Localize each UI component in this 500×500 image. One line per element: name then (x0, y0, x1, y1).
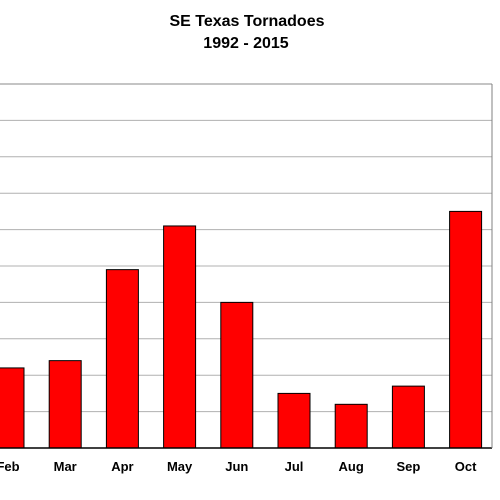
x-tick-label: May (167, 459, 193, 474)
bar-apr (105, 269, 139, 449)
bar-oct (449, 210, 483, 449)
gridlines (0, 83, 492, 413)
x-tick-label: Jul (285, 459, 304, 474)
x-tick-label: Sep (396, 459, 420, 474)
bar-sep (391, 385, 425, 449)
chart-title: SE Texas Tornadoes (169, 13, 325, 30)
bar-aug (334, 403, 368, 449)
chart-subtitle: 1992 - 2015 (203, 35, 289, 52)
bar-jul (277, 392, 311, 449)
x-tick-label: Aug (339, 459, 364, 474)
x-tick-label: Feb (0, 459, 20, 474)
bars (0, 210, 483, 449)
x-tick-label: Apr (111, 459, 133, 474)
bar-may (163, 225, 197, 449)
x-tick-label: Mar (54, 459, 77, 474)
bar-mar (48, 360, 82, 449)
x-tick-label: Jun (225, 459, 248, 474)
x-tick-label: Oct (455, 459, 477, 474)
axes (0, 84, 493, 449)
x-tick-labels: Feb Mar Apr May Jun Jul Aug Sep Oct (0, 459, 477, 474)
bar-jun (220, 301, 254, 449)
bar-feb (0, 367, 25, 449)
